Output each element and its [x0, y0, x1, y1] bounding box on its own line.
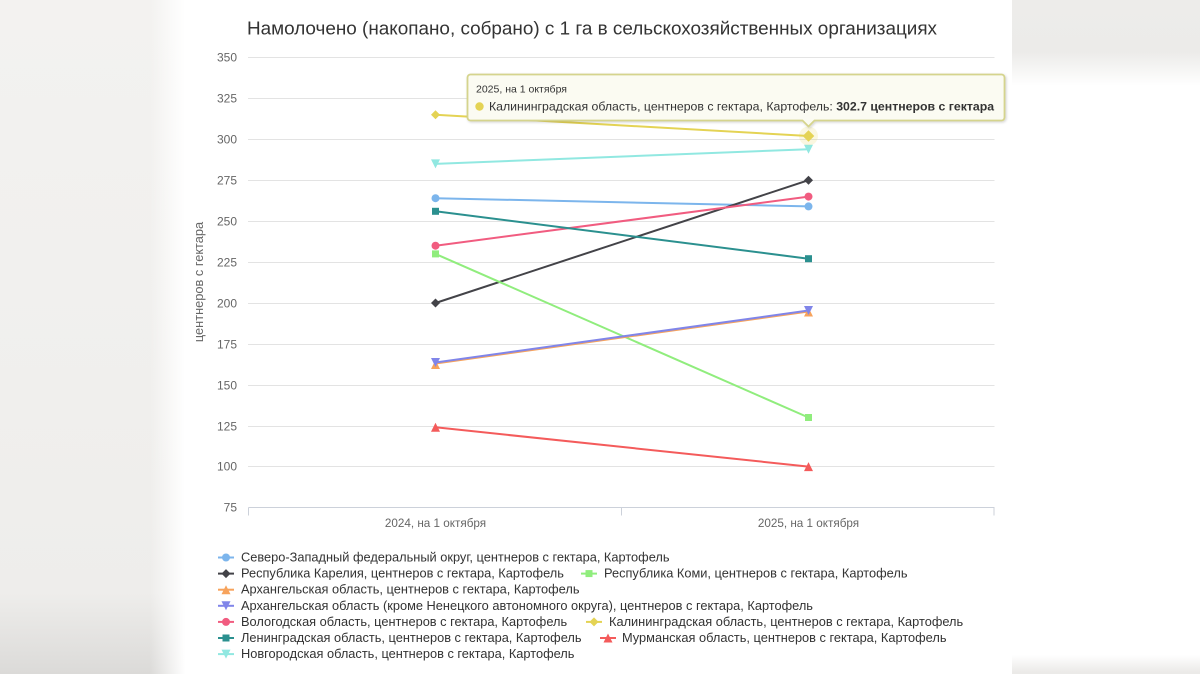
svg-text:центнеров с гектара: центнеров с гектара: [191, 221, 206, 342]
svg-text:200: 200: [217, 297, 237, 311]
svg-text:Намолочено (накопано, собрано): Намолочено (накопано, собрано) с 1 га в …: [247, 19, 938, 40]
svg-text:75: 75: [224, 501, 238, 515]
svg-text:100: 100: [217, 460, 237, 474]
svg-text:125: 125: [217, 420, 237, 434]
svg-text:2025, на 1 октября: 2025, на 1 октября: [476, 84, 567, 96]
svg-text:Архангельская область (кроме Н: Архангельская область (кроме Ненецкого а…: [241, 598, 813, 613]
svg-text:275: 275: [217, 174, 237, 188]
svg-text:325: 325: [217, 92, 237, 106]
svg-text:Мурманская область, центнеров: Мурманская область, центнеров с гектара,…: [622, 630, 947, 645]
svg-text:Республика Коми, центнеров с г: Республика Коми, центнеров с гектара, Ка…: [604, 566, 908, 581]
svg-text:Ленинградская область, центнер: Ленинградская область, центнеров с гекта…: [241, 630, 582, 645]
svg-text:Калининградская область, центн: Калининградская область, центнеров с гек…: [609, 614, 964, 629]
svg-text:150: 150: [217, 379, 237, 393]
svg-text:250: 250: [217, 215, 237, 229]
svg-text:Республика Карелия, центнеров: Республика Карелия, центнеров с гектара,…: [241, 566, 564, 581]
svg-text:Северо-Западный федеральный ок: Северо-Западный федеральный округ, центн…: [241, 550, 670, 565]
svg-text:300: 300: [217, 133, 237, 147]
svg-text:225: 225: [217, 256, 237, 270]
svg-text:Вологодская область, центнеров: Вологодская область, центнеров с гектара…: [241, 614, 567, 629]
svg-text:Калининградская область, центн: Калининградская область, центнеров с гек…: [489, 100, 994, 114]
svg-text:2025, на 1 октября: 2025, на 1 октября: [758, 517, 859, 530]
svg-text:Новгородская область, центнеро: Новгородская область, центнеров с гектар…: [241, 646, 575, 661]
svg-text:Архангельская область, центнер: Архангельская область, центнеров с гекта…: [241, 582, 580, 597]
svg-text:175: 175: [217, 338, 237, 352]
svg-text:2024, на 1 октября: 2024, на 1 октября: [385, 517, 486, 530]
svg-text:350: 350: [217, 51, 237, 65]
